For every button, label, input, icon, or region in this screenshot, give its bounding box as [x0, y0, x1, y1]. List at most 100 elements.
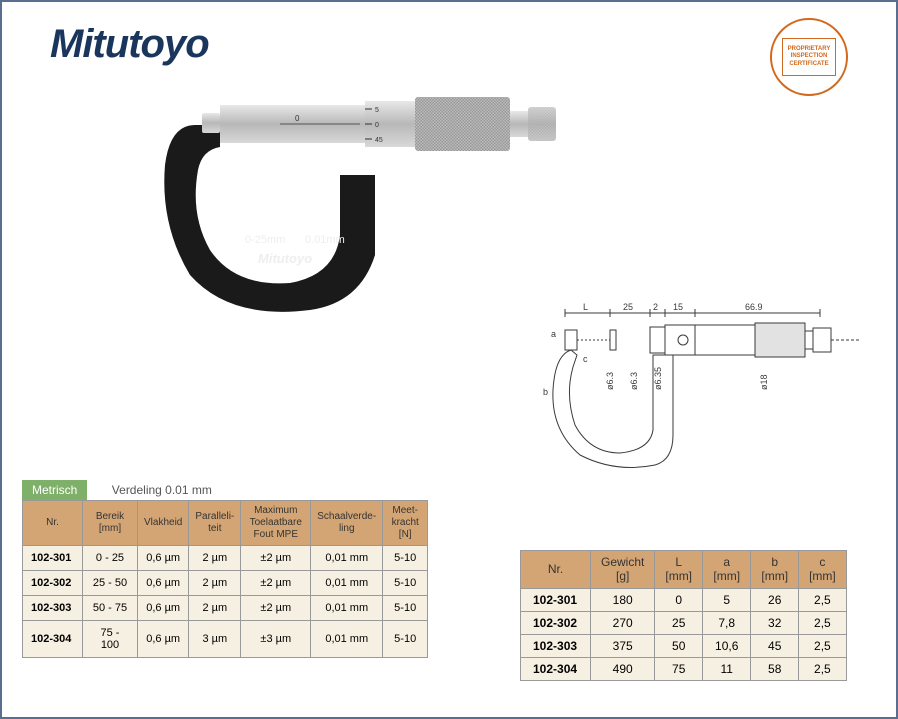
table-cell: 45	[751, 634, 799, 657]
table-cell: 5-10	[383, 596, 428, 621]
table-row: 102-30225 - 500,6 µm2 µm±2 µm0,01 mm5-10	[23, 571, 428, 596]
table-cell: 102-301	[23, 546, 83, 571]
seal-text: PROPRIETARY INSPECTION CERTIFICATE	[782, 38, 836, 76]
table-cell: 3 µm	[189, 621, 241, 658]
svg-text:c: c	[583, 354, 588, 364]
table-cell: 11	[703, 657, 751, 680]
table-header: Meet-kracht[N]	[383, 501, 428, 546]
table-cell: 102-304	[521, 657, 591, 680]
table1-subtitle: Verdeling 0.01 mm	[112, 483, 212, 497]
table-cell: 2 µm	[189, 571, 241, 596]
svg-text:0: 0	[295, 114, 300, 123]
table-cell: 270	[591, 611, 655, 634]
table-cell: 0,6 µm	[138, 546, 189, 571]
table-row: 102-30350 - 750,6 µm2 µm±2 µm0,01 mm5-10	[23, 596, 428, 621]
table-cell: 50	[655, 634, 703, 657]
spec-table-2: Nr.Gewicht[g]L[mm]a[mm]b[mm]c[mm]102-301…	[520, 550, 847, 681]
table-cell: 5-10	[383, 546, 428, 571]
table-cell: 0,01 mm	[311, 546, 383, 571]
table-cell: 102-301	[521, 588, 591, 611]
table-header: b[mm]	[751, 551, 799, 589]
table-header: a[mm]	[703, 551, 751, 589]
table-header: MaximumToelaatbareFout MPE	[241, 501, 311, 546]
dimension-diagram: L 25 2 15 66.9 a b c ø6.3 ø6.3 ø6.35 ø18	[535, 295, 865, 475]
table-cell: 0,6 µm	[138, 596, 189, 621]
svg-text:0: 0	[375, 122, 379, 129]
table-cell: 0,6 µm	[138, 621, 189, 658]
table-cell: 10,6	[703, 634, 751, 657]
table-cell: 0,01 mm	[311, 596, 383, 621]
svg-text:Mitutoyo: Mitutoyo	[258, 251, 312, 266]
table-row: 102-30118005262,5	[521, 588, 847, 611]
table-cell: 2,5	[799, 611, 847, 634]
table-cell: 2,5	[799, 588, 847, 611]
table-cell: 2 µm	[189, 596, 241, 621]
svg-text:0.01mm: 0.01mm	[305, 234, 345, 246]
table-row: 102-302270257,8322,5	[521, 611, 847, 634]
brand-logo: Mitutoyo	[50, 22, 209, 67]
table-cell: 75	[655, 657, 703, 680]
table-cell: 2 µm	[189, 546, 241, 571]
table-cell: 2,5	[799, 634, 847, 657]
table-header: L[mm]	[655, 551, 703, 589]
table-header: Nr.	[23, 501, 83, 546]
table-cell: 2,5	[799, 657, 847, 680]
table-cell: 26	[751, 588, 799, 611]
table-header: Paralleli-teit	[189, 501, 241, 546]
svg-text:66.9: 66.9	[745, 302, 763, 312]
table-cell: ±2 µm	[241, 596, 311, 621]
table-cell: 25 - 50	[83, 571, 138, 596]
table1-tab: Metrisch	[22, 480, 87, 500]
spec-table-1-container: Metrisch Verdeling 0.01 mm Nr.Bereik[mm]…	[22, 480, 428, 658]
table-cell: 0,01 mm	[311, 571, 383, 596]
table-cell: 58	[751, 657, 799, 680]
table-row: 102-3044907511582,5	[521, 657, 847, 680]
certificate-seal: PROPRIETARY INSPECTION CERTIFICATE	[770, 18, 848, 96]
table-header: Vlakheid	[138, 501, 189, 546]
table-cell: 102-302	[23, 571, 83, 596]
spec-table-2-container: Nr.Gewicht[g]L[mm]a[mm]b[mm]c[mm]102-301…	[520, 550, 847, 681]
table-cell: ±2 µm	[241, 571, 311, 596]
table-cell: ±2 µm	[241, 546, 311, 571]
table-header: Gewicht[g]	[591, 551, 655, 589]
table-row: 102-3033755010,6452,5	[521, 634, 847, 657]
table-cell: 5	[703, 588, 751, 611]
table-row: 102-3010 - 250,6 µm2 µm±2 µm0,01 mm5-10	[23, 546, 428, 571]
table-cell: 490	[591, 657, 655, 680]
table-cell: 102-302	[521, 611, 591, 634]
table-cell: 50 - 75	[83, 596, 138, 621]
svg-text:a: a	[551, 329, 556, 339]
svg-text:25: 25	[623, 302, 633, 312]
svg-text:5: 5	[375, 107, 379, 114]
table-cell: 0,6 µm	[138, 571, 189, 596]
svg-text:ø6.3: ø6.3	[605, 372, 615, 390]
svg-text:2: 2	[653, 302, 658, 312]
table-cell: 375	[591, 634, 655, 657]
table-cell: 75 - 100	[83, 621, 138, 658]
table-cell: ±3 µm	[241, 621, 311, 658]
table-header: Schaalverde-ling	[311, 501, 383, 546]
table-cell: 180	[591, 588, 655, 611]
table-cell: 25	[655, 611, 703, 634]
table-header: c[mm]	[799, 551, 847, 589]
svg-text:ø6.3: ø6.3	[629, 372, 639, 390]
svg-text:0-25mm: 0-25mm	[245, 234, 285, 246]
table-header: Nr.	[521, 551, 591, 589]
svg-text:15: 15	[673, 302, 683, 312]
micrometer-photo: 0 5 0 45 0-25mm 0.01mm Mitutoyo	[140, 75, 580, 335]
table-row: 102-30475 - 1000,6 µm3 µm±3 µm0,01 mm5-1…	[23, 621, 428, 658]
svg-text:L: L	[583, 302, 588, 312]
table-cell: 5-10	[383, 571, 428, 596]
table-cell: 0,01 mm	[311, 621, 383, 658]
svg-text:ø6.35: ø6.35	[653, 367, 663, 390]
table-cell: 0	[655, 588, 703, 611]
table-header: Bereik[mm]	[83, 501, 138, 546]
table-cell: 7,8	[703, 611, 751, 634]
svg-text:b: b	[543, 387, 548, 397]
table-cell: 102-303	[23, 596, 83, 621]
table-cell: 102-303	[521, 634, 591, 657]
spec-table-1: Nr.Bereik[mm]VlakheidParalleli-teitMaxim…	[22, 500, 428, 658]
table-cell: 0 - 25	[83, 546, 138, 571]
svg-text:ø18: ø18	[759, 374, 769, 390]
svg-text:45: 45	[375, 137, 383, 144]
